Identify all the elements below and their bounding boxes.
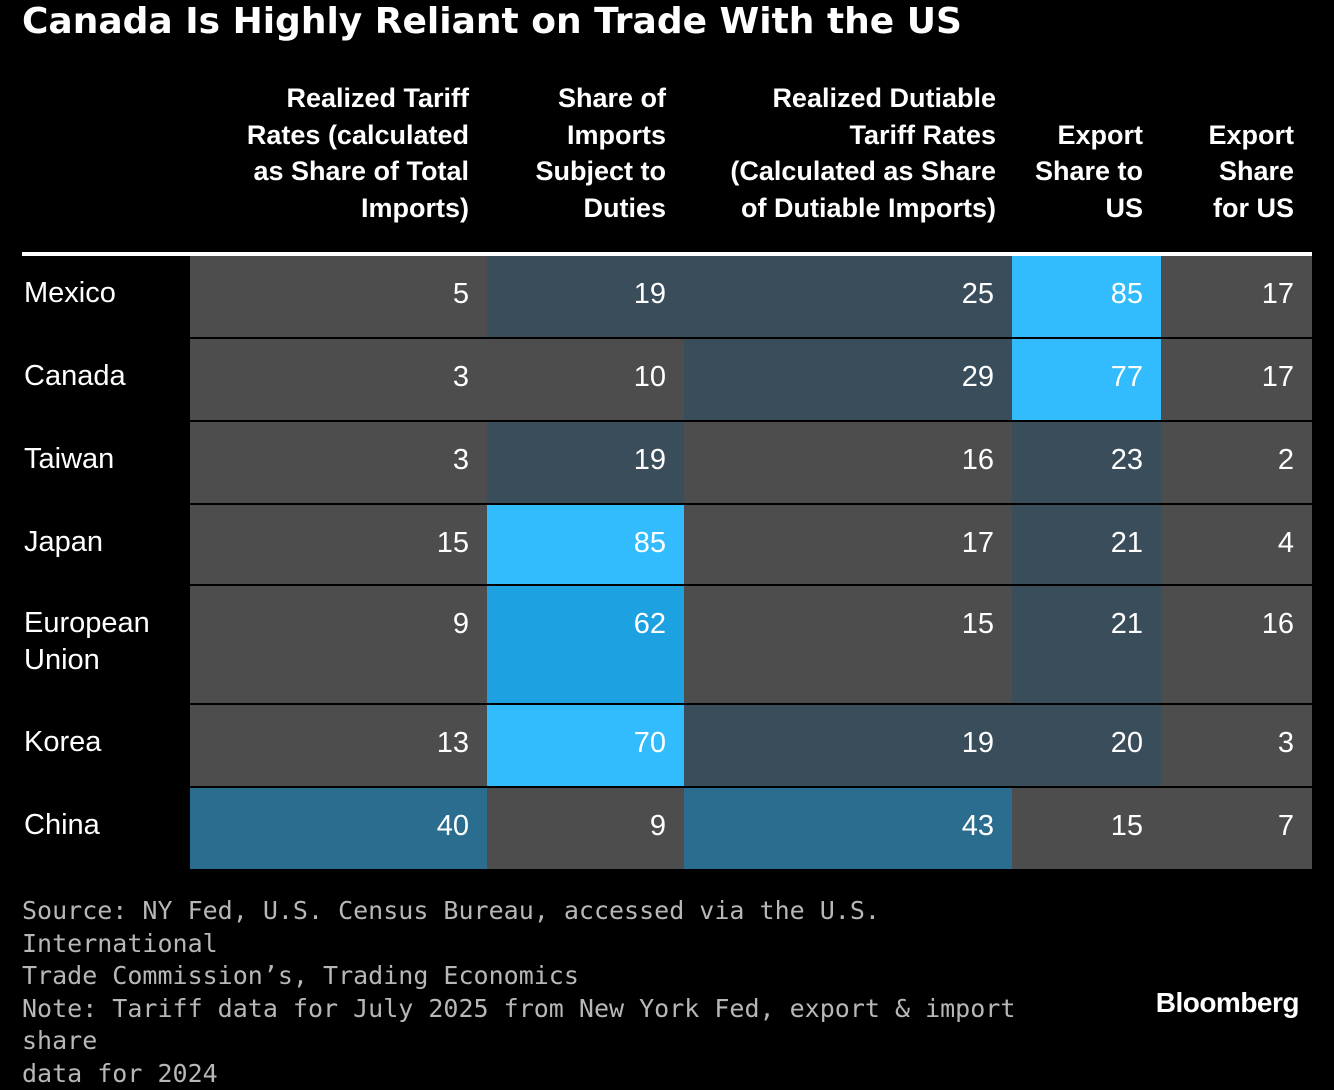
row-label: Japan	[22, 505, 190, 584]
data-cell: 19	[487, 256, 684, 337]
data-cell: 5	[190, 256, 487, 337]
column-header-line: Share of	[487, 80, 666, 117]
column-header-line: for US	[1161, 190, 1294, 227]
row-label: Mexico	[22, 256, 190, 337]
row-label-line: Japan	[24, 524, 190, 561]
data-cell: 4	[1161, 505, 1312, 584]
data-cell: 19	[487, 422, 684, 503]
data-cell: 85	[487, 505, 684, 584]
row-label-line: Canada	[24, 358, 190, 395]
data-cell: 3	[1161, 705, 1312, 786]
row-label-line: Korea	[24, 724, 190, 761]
data-cell: 62	[487, 586, 684, 703]
data-cell: 17	[684, 505, 1012, 584]
column-header-line: Rates (calculated	[190, 117, 469, 154]
row-label-line: China	[24, 807, 190, 844]
row-label: Taiwan	[22, 422, 190, 503]
data-cell: 3	[190, 339, 487, 420]
column-header-line: of Dutiable Imports)	[684, 190, 996, 227]
source-line: data for 2024	[22, 1058, 1062, 1090]
data-cell: 70	[487, 705, 684, 786]
source-line: Source: NY Fed, U.S. Census Bureau, acce…	[22, 895, 1062, 960]
data-cell: 16	[684, 422, 1012, 503]
row-label: Korea	[22, 705, 190, 786]
chart-title: Canada Is Highly Reliant on Trade With t…	[22, 0, 1312, 44]
column-header-line: Duties	[487, 190, 666, 227]
data-cell: 16	[1161, 586, 1312, 703]
data-cell: 17	[1161, 339, 1312, 420]
data-cell: 2	[1161, 422, 1312, 503]
data-cell: 20	[1012, 705, 1161, 786]
column-header-line: Share to	[1012, 153, 1143, 190]
column-header-line: as Share of Total	[190, 153, 469, 190]
column-header-line: Imports	[487, 117, 666, 154]
data-cell: 19	[684, 705, 1012, 786]
data-cell: 15	[190, 505, 487, 584]
data-cell: 40	[190, 788, 487, 869]
data-cell: 25	[684, 256, 1012, 337]
column-header-line: (Calculated as Share	[684, 153, 996, 190]
column-header-line: Imports)	[190, 190, 469, 227]
source-line: Note: Tariff data for July 2025 from New…	[22, 993, 1062, 1058]
source-note: Source: NY Fed, U.S. Census Bureau, acce…	[22, 895, 1062, 1090]
data-cell: 3	[190, 422, 487, 503]
row-label: Canada	[22, 339, 190, 420]
row-label-line: Taiwan	[24, 441, 190, 478]
data-cell: 13	[190, 705, 487, 786]
column-header-line: Subject to	[487, 153, 666, 190]
column-header-line: Realized Dutiable	[684, 80, 996, 117]
data-cell: 17	[1161, 256, 1312, 337]
data-cell: 43	[684, 788, 1012, 869]
column-header-line: Tariff Rates	[684, 117, 996, 154]
column-header-line: Realized Tariff	[190, 80, 469, 117]
data-cell: 23	[1012, 422, 1161, 503]
column-header-line: Export	[1012, 117, 1143, 154]
bloomberg-logo: Bloomberg	[1156, 985, 1299, 1021]
row-label-line: European	[24, 605, 190, 642]
data-cell: 21	[1012, 505, 1161, 584]
row-label: China	[22, 788, 190, 869]
data-cell: 9	[487, 788, 684, 869]
data-cell: 85	[1012, 256, 1161, 337]
data-cell: 9	[190, 586, 487, 703]
data-cell: 15	[1012, 788, 1161, 869]
source-line: Trade Commission’s, Trading Economics	[22, 960, 1062, 993]
data-cell: 15	[684, 586, 1012, 703]
row-label-line: Mexico	[24, 275, 190, 312]
column-header-line: US	[1012, 190, 1143, 227]
column-header-line: Share	[1161, 153, 1294, 190]
data-cell: 29	[684, 339, 1012, 420]
data-cell: 21	[1012, 586, 1161, 703]
data-cell: 10	[487, 339, 684, 420]
row-label-line: Union	[24, 642, 190, 679]
data-cell: 7	[1161, 788, 1312, 869]
data-cell: 77	[1012, 339, 1161, 420]
column-header-line: Export	[1161, 117, 1294, 154]
